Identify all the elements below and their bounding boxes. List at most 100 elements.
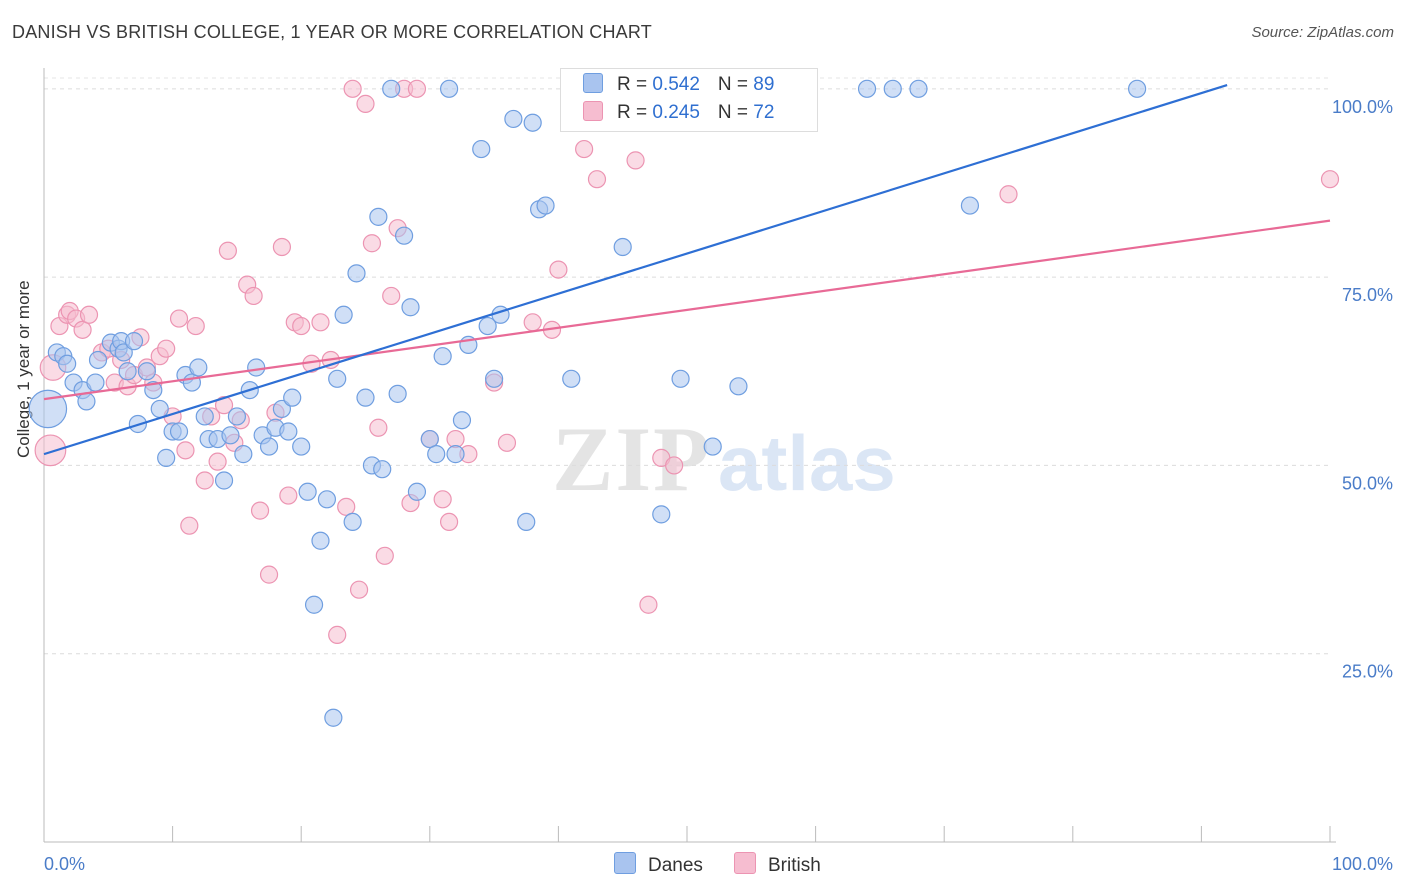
british-point-22 bbox=[180, 516, 199, 535]
danes-point-60 bbox=[427, 445, 446, 464]
british-point-23 bbox=[186, 316, 205, 336]
british-point-24 bbox=[195, 471, 214, 490]
danes-point-76 bbox=[613, 237, 632, 257]
danes-point-63 bbox=[446, 445, 465, 464]
danes-point-78 bbox=[652, 505, 671, 524]
danes-point-7 bbox=[86, 373, 105, 392]
danes-r-label: R = bbox=[617, 74, 653, 95]
danes-point-24 bbox=[189, 358, 208, 377]
danes-point-45 bbox=[324, 708, 343, 727]
british-r-label: R = bbox=[617, 102, 653, 123]
source-note: Source: ZipAtlas.com bbox=[1251, 24, 1394, 41]
x-tick-label-1: 100.0% bbox=[1332, 854, 1393, 874]
british-point-47 bbox=[356, 94, 375, 113]
british-point-66 bbox=[575, 139, 594, 159]
british-point-63 bbox=[523, 313, 542, 332]
legend-item-danes[interactable]: Danes bbox=[614, 852, 703, 877]
british-point-71 bbox=[665, 456, 684, 475]
british-point-33 bbox=[250, 501, 270, 520]
british-point-73 bbox=[1320, 170, 1340, 189]
danes-point-19 bbox=[157, 448, 176, 467]
danes-point-42 bbox=[304, 595, 324, 614]
danes-point-46 bbox=[328, 369, 347, 388]
danes-point-3 bbox=[58, 354, 77, 373]
danes-point-40 bbox=[292, 437, 311, 456]
british-legend-swatch bbox=[734, 852, 756, 874]
danes-point-17 bbox=[144, 380, 163, 400]
british-point-28 bbox=[218, 241, 237, 260]
british-point-50 bbox=[375, 546, 394, 565]
danes-point-66 bbox=[472, 139, 491, 159]
danes-point-47 bbox=[334, 305, 353, 324]
danes-point-59 bbox=[420, 429, 439, 449]
british-point-51 bbox=[382, 286, 401, 306]
x-tick-label-0: 0.0% bbox=[44, 854, 85, 874]
danes-point-12 bbox=[114, 343, 133, 362]
british-point-43 bbox=[328, 625, 347, 644]
danes-point-6 bbox=[77, 392, 96, 411]
british-point-45 bbox=[343, 79, 362, 98]
danes-point-23 bbox=[182, 373, 201, 392]
danes-point-33 bbox=[247, 358, 266, 377]
british-point-44 bbox=[337, 497, 356, 516]
british-point-62 bbox=[497, 433, 517, 452]
danes-point-86 bbox=[1127, 79, 1147, 98]
watermark: ZIP atlas bbox=[552, 408, 896, 510]
legend-row-danes: R = 0.542 N = 89 bbox=[583, 73, 774, 99]
danes-point-67 bbox=[478, 316, 497, 336]
danes-point-8 bbox=[88, 350, 108, 370]
legend-row-british: R = 0.245 N = 72 bbox=[583, 101, 774, 127]
danes-point-39 bbox=[283, 388, 302, 407]
british-point-36 bbox=[272, 237, 292, 257]
danes-point-84 bbox=[909, 79, 928, 98]
y-tick-labels: 25.0% 50.0% 75.0% 100.0% bbox=[1332, 97, 1393, 682]
british-point-27 bbox=[214, 396, 234, 415]
legend-item-british[interactable]: British bbox=[734, 852, 821, 877]
danes-r-value: 0.542 bbox=[652, 74, 700, 95]
danes-point-28 bbox=[214, 471, 234, 490]
chart-title: DANISH VS BRITISH COLLEGE, 1 YEAR OR MOR… bbox=[12, 22, 652, 42]
danes-point-79 bbox=[671, 369, 690, 388]
british-n-value: 72 bbox=[753, 102, 775, 123]
british-point-37 bbox=[279, 486, 298, 505]
danes-point-80 bbox=[703, 437, 722, 456]
danes-point-14 bbox=[124, 332, 144, 351]
stats-legend: R = 0.542 N = 89 R = 0.245 N = 72 bbox=[560, 68, 818, 132]
danes-point-61 bbox=[433, 347, 452, 366]
danes-points bbox=[28, 79, 1147, 727]
danes-point-54 bbox=[382, 79, 401, 98]
danes-legend-label: Danes bbox=[648, 855, 703, 876]
british-point-65 bbox=[549, 260, 568, 279]
danes-point-52 bbox=[369, 207, 388, 226]
danes-point-50 bbox=[356, 388, 375, 407]
danes-legend-swatch bbox=[614, 852, 636, 874]
danes-point-0 bbox=[28, 389, 68, 429]
british-point-48 bbox=[362, 234, 382, 253]
british-trend-line bbox=[43, 219, 1331, 401]
danes-point-49 bbox=[347, 264, 366, 283]
danes-point-75 bbox=[562, 369, 581, 388]
british-point-26 bbox=[208, 452, 227, 471]
british-point-7 bbox=[79, 305, 99, 324]
danes-point-70 bbox=[504, 109, 523, 129]
british-point-67 bbox=[587, 170, 607, 189]
danes-point-55 bbox=[388, 384, 407, 403]
danes-point-74 bbox=[536, 196, 555, 215]
y-tick-label-3: 100.0% bbox=[1332, 97, 1393, 117]
danes-point-38 bbox=[279, 422, 298, 441]
watermark-zip: ZIP bbox=[552, 408, 711, 510]
british-point-0 bbox=[34, 434, 67, 467]
british-point-20 bbox=[169, 309, 189, 328]
british-legend-label: British bbox=[768, 855, 821, 876]
british-point-72 bbox=[999, 185, 1018, 204]
british-point-21 bbox=[176, 441, 195, 460]
british-point-39 bbox=[292, 316, 311, 336]
british-point-34 bbox=[259, 565, 279, 584]
danes-point-85 bbox=[960, 196, 980, 215]
british-point-49 bbox=[369, 418, 388, 437]
danes-point-57 bbox=[401, 298, 420, 317]
y-tick-label-1: 50.0% bbox=[1342, 473, 1393, 493]
danes-swatch bbox=[583, 73, 603, 93]
danes-point-41 bbox=[298, 482, 317, 501]
british-swatch bbox=[583, 101, 603, 121]
